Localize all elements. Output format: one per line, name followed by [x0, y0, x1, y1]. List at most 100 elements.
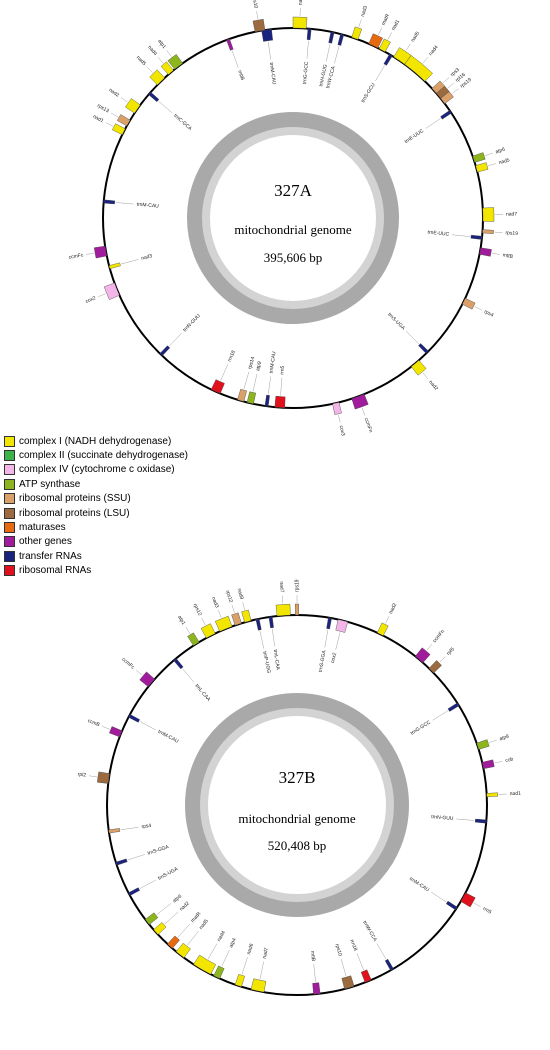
gene-block [383, 54, 393, 66]
gene-block [428, 660, 442, 674]
gene-leader-line [425, 118, 441, 129]
gene-leader-line [139, 879, 156, 889]
legend-swatch [4, 536, 15, 548]
gene-label: nad1 [510, 791, 522, 798]
gene-leader-line [241, 957, 248, 975]
gene-label: nad2 [427, 379, 439, 392]
gene-leader-line [473, 902, 481, 907]
gene-block [108, 828, 121, 834]
gene-leader-line [259, 630, 264, 649]
gene-leader-line [146, 66, 153, 73]
legend-label: complex IV (cytochrome c oxidase) [19, 464, 175, 476]
gene-leader-line [447, 82, 454, 89]
gene-label: matR [190, 911, 203, 924]
gene-label: rps12 [192, 603, 203, 617]
gene-block [479, 247, 492, 257]
gene-label: nad5 [198, 918, 210, 931]
gene-leader-line [489, 739, 497, 743]
gene-block [139, 671, 155, 688]
gene-leader-line [201, 617, 206, 626]
gene-leader-line [121, 259, 139, 265]
gene-label: atp8 [499, 734, 510, 743]
gene-leader-line [358, 19, 362, 28]
gene-leader-line [86, 252, 95, 255]
gene-block [255, 618, 262, 631]
gene-block [306, 28, 312, 41]
gene-label: rrn5 [279, 365, 286, 375]
gene-leader-line [335, 632, 341, 650]
gene-block [384, 958, 394, 971]
gene-leader-line [313, 964, 316, 983]
gene-block [474, 818, 487, 824]
gene-block [332, 402, 342, 415]
gene-leader-line [334, 46, 340, 64]
gene-block [261, 28, 273, 42]
gene-label: rps14 [247, 356, 256, 370]
gene-leader-line [220, 364, 229, 381]
gene-leader-line [127, 854, 145, 861]
gene-leader-line [120, 97, 128, 103]
gene-label: nad1 [391, 19, 402, 32]
legend-label: ribosomal proteins (SSU) [19, 493, 131, 505]
gene-label: rps3 [450, 67, 461, 78]
gene-label: nad6 [246, 943, 255, 956]
gene-leader-line [488, 163, 496, 166]
legend-swatch [4, 478, 15, 490]
gene-leader-line [422, 372, 429, 379]
gene-label: nad2 [179, 900, 191, 912]
gene-label: nad7 [278, 581, 285, 593]
gene-block [103, 199, 116, 205]
gene-block [246, 391, 257, 405]
gene-leader-line [259, 961, 264, 980]
gene-block [404, 55, 433, 82]
gene-label: mttB [236, 70, 245, 82]
gene-block [486, 792, 499, 797]
gene-leader-line [405, 330, 420, 345]
gc-skew-ring [187, 112, 399, 324]
gene-block [149, 69, 165, 86]
gene-block [482, 207, 495, 222]
gene-block [275, 603, 291, 617]
gene-leader-line [156, 903, 172, 915]
gene-block [214, 615, 233, 632]
legend-swatch [4, 550, 15, 562]
legend-swatch [4, 493, 15, 505]
gene-leader-line [376, 943, 387, 960]
gene-block [460, 892, 476, 908]
gene-label: atp6 [172, 893, 184, 904]
gene-label: trnM-CAU [136, 202, 159, 210]
gene-label: trnS-GGA [147, 844, 170, 857]
gene-label: ccmFn [432, 628, 446, 644]
gene-leader-line [111, 112, 119, 118]
gene-block [378, 38, 391, 53]
gene-block [368, 33, 383, 49]
legend-label: ribosomal RNAs [19, 565, 92, 577]
gene-leader-line [494, 231, 503, 233]
legend-item: complex I (NADH dehydrogenase) [4, 434, 194, 448]
gene-label: trnW-CCA [325, 65, 337, 89]
gene-block [337, 33, 345, 46]
gene-leader-line [268, 41, 271, 60]
gene-leader-line [338, 414, 341, 423]
gene-label: nad2 [107, 87, 120, 98]
gene-block [97, 771, 110, 784]
gene-block [470, 234, 483, 240]
legend-item: complex IV (cytochrome c oxidase) [4, 463, 194, 477]
gene-label: trnM-CAU [408, 876, 430, 893]
legend-swatch [4, 522, 15, 534]
gene-block [103, 282, 120, 301]
gene-label: trnM-CAU [269, 351, 278, 374]
gene-label: rps19 [294, 579, 300, 592]
gene-label: rps4 [141, 823, 152, 830]
genome-name: 327A [274, 181, 313, 200]
gene-leader-line [361, 407, 366, 416]
gene-leader-line [324, 629, 329, 648]
gene-block [128, 714, 140, 723]
gene-block [226, 38, 234, 51]
gene-block [351, 393, 369, 410]
gene-label: nad4 [146, 45, 158, 58]
gene-label: rrn18 [227, 349, 237, 362]
gene-label: nad9 [298, 0, 304, 5]
gene-leader-line [326, 43, 331, 62]
gene-leader-line [306, 40, 309, 59]
